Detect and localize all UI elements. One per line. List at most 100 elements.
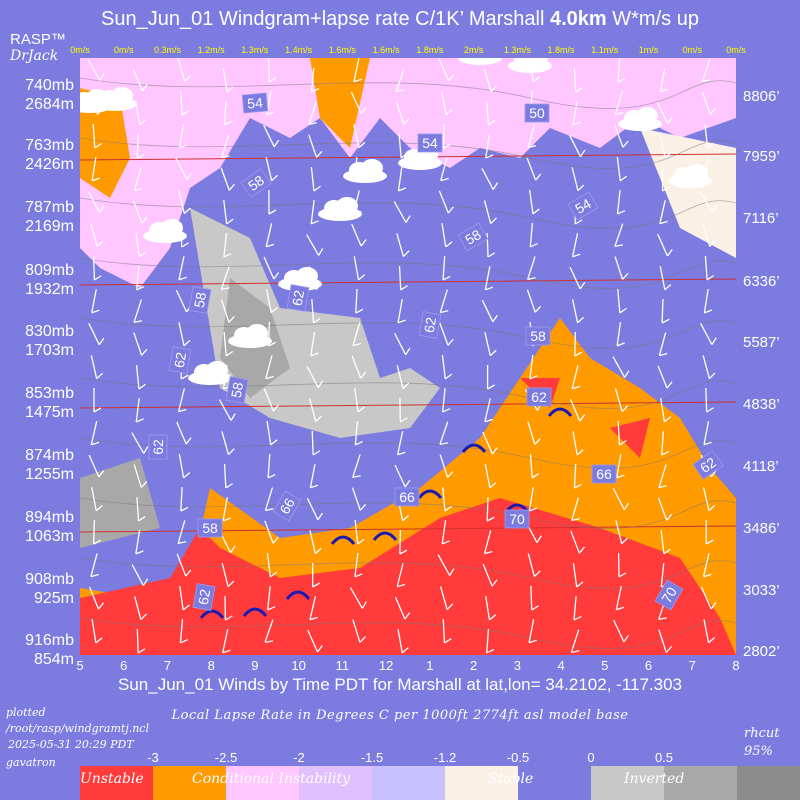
right-axis-ft: 7116’ <box>743 210 779 227</box>
left-axis-mb: 809mb <box>25 262 74 279</box>
wind-barb <box>177 190 191 215</box>
plotted-script: /root/rasp/windgramtj.ncl <box>6 722 149 735</box>
contour-label: 54 <box>567 191 599 221</box>
wind-barb <box>703 421 712 446</box>
legend-swatch <box>737 766 800 800</box>
wind-barb <box>616 454 625 479</box>
wind-barb <box>93 388 102 413</box>
thermal-marker-icon <box>199 609 225 619</box>
wind-barb <box>657 365 673 389</box>
wind-barb <box>354 388 365 413</box>
wind-barb <box>308 134 323 158</box>
contour-label-text: 50 <box>529 105 545 121</box>
contour-label-text: 70 <box>509 511 525 527</box>
wind-barb <box>90 223 104 248</box>
wind-barb <box>263 256 280 280</box>
wind-barb <box>309 596 318 621</box>
thermal-marker-icon <box>417 489 443 499</box>
temperature-contour <box>80 497 736 529</box>
contour-label-text: 54 <box>247 94 264 111</box>
wind-barb <box>529 222 538 248</box>
wind-barb <box>527 124 537 149</box>
wind-barb <box>660 530 671 555</box>
wind-barb <box>486 496 495 522</box>
left-axis-m: 1063m <box>25 528 74 545</box>
wstar-value: 1.8m/s <box>416 45 444 55</box>
contour-label-text: 62 <box>195 588 213 606</box>
wind-barb <box>483 530 493 555</box>
x-axis-title: Sun_Jun_01 Winds by Time PDT for Marshal… <box>118 675 682 694</box>
wind-barb <box>350 91 367 115</box>
x-tick-label: 9 <box>251 658 259 673</box>
wstar-value: 0m/s <box>726 45 746 55</box>
legend-swatch <box>153 766 226 800</box>
wind-barb <box>571 497 580 522</box>
lapse-rate-legend-title: Local Lapse Rate in Degrees C per 1000ft… <box>171 708 629 723</box>
wind-barb <box>179 618 189 644</box>
contour-label-text: 62 <box>289 289 307 307</box>
wind-barb <box>439 586 454 610</box>
wind-barb <box>133 596 148 621</box>
left-axis-m: 925m <box>33 590 74 607</box>
wstar-value: 1.8m/s <box>547 45 575 55</box>
contour-label: 54 <box>417 133 443 153</box>
wind-barb <box>178 256 187 281</box>
wind-barb <box>354 420 363 446</box>
x-tick-label: 7 <box>688 658 696 673</box>
wind-barb <box>573 67 583 93</box>
wind-barb <box>484 464 497 489</box>
wind-barb <box>308 101 317 126</box>
left-axis-mb: 853mb <box>25 385 74 402</box>
contour-label-text: 66 <box>276 495 298 517</box>
wind-barb <box>527 421 541 445</box>
wind-barb <box>353 256 366 281</box>
wind-barb <box>310 332 319 357</box>
wind-barb <box>266 289 278 314</box>
wind-barb <box>311 298 321 324</box>
wind-barb <box>264 520 279 544</box>
right-axis-ft: 6336’ <box>743 273 780 290</box>
wind-barb <box>311 430 321 456</box>
legend-boundary-value: -1.5 <box>360 750 384 765</box>
red-level-line <box>80 401 736 409</box>
wstar-value: 1.6m/s <box>372 45 400 55</box>
temperature-contour <box>80 617 736 649</box>
left-axis-mb: 763mb <box>25 137 74 154</box>
wind-barb <box>399 529 408 555</box>
wind-barb <box>307 629 323 653</box>
wstar-value: 1.2m/s <box>197 45 225 55</box>
wind-barb <box>442 618 452 644</box>
thermal-marker-icon <box>372 531 398 541</box>
wind-barb <box>702 355 716 380</box>
wind-barb <box>135 530 144 555</box>
wind-barb <box>349 587 368 609</box>
temperature-contour <box>80 377 736 409</box>
wind-barb <box>705 520 714 545</box>
temperature-contour <box>80 77 736 109</box>
wind-barb <box>355 288 364 314</box>
x-tick-label: 10 <box>291 658 306 673</box>
wind-barb <box>218 399 236 421</box>
wind-barb <box>700 586 717 610</box>
wind-barb <box>661 430 670 456</box>
wind-barb <box>91 487 103 512</box>
wstar-value: 0m/s <box>70 45 90 55</box>
wind-barb <box>439 421 449 445</box>
wind-barb <box>268 190 277 215</box>
contour-label: 70 <box>504 509 530 529</box>
wind-barb <box>178 322 191 347</box>
wind-barb <box>486 365 495 390</box>
contour-label: 62 <box>692 450 724 480</box>
wind-barb <box>573 463 582 489</box>
wind-barb <box>135 398 144 423</box>
left-axis-mb: 874mb <box>25 447 74 464</box>
wind-barb <box>133 167 143 192</box>
title-altitude: 4.0km <box>549 8 607 30</box>
wstar-value: 1.4m/s <box>285 45 313 55</box>
wind-barb <box>705 387 714 413</box>
contour-label-text: 58 <box>202 520 218 536</box>
wind-barb <box>180 90 190 116</box>
cloud-markers <box>80 58 712 385</box>
right-axis-ft: 8806’ <box>743 88 780 105</box>
wind-barb <box>701 58 711 83</box>
